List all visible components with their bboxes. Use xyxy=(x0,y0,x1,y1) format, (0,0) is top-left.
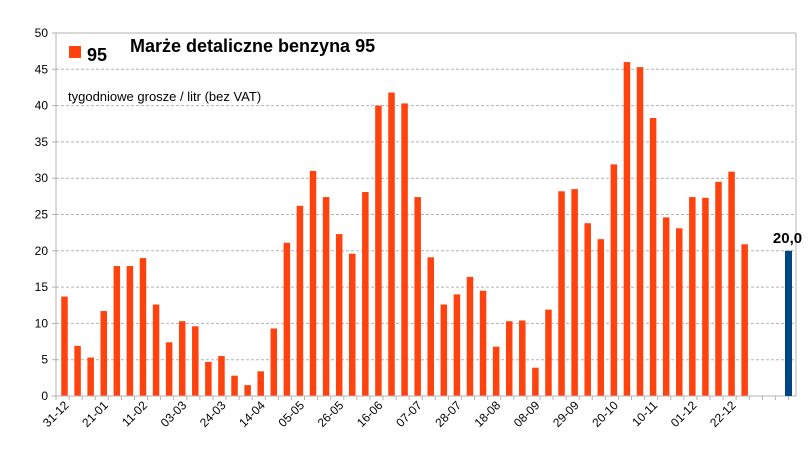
bars xyxy=(61,62,748,397)
x-tick-label: 29-09 xyxy=(550,398,582,430)
y-tick-label: 5 xyxy=(41,353,48,367)
bar xyxy=(597,239,605,396)
y-tick-labels: 0 5 10 15 20 25 30 35 40 45 50 xyxy=(35,26,49,403)
bar xyxy=(440,304,448,396)
x-tick-label: 20-10 xyxy=(589,398,621,430)
bar xyxy=(571,189,578,396)
chart-title: Marże detaliczne benzyna 95 xyxy=(130,36,375,56)
bar xyxy=(74,345,81,396)
bar xyxy=(689,197,696,396)
bar xyxy=(649,117,657,396)
bar xyxy=(728,171,735,396)
bar xyxy=(388,92,395,397)
y-tick-label: 20 xyxy=(35,244,49,258)
bar xyxy=(741,244,748,396)
bar xyxy=(453,294,461,396)
grid-lines xyxy=(56,32,796,361)
chart-subtitle: tygodniowe grosze / litr (bez VAT) xyxy=(68,89,261,104)
legend: 95 xyxy=(69,45,107,65)
x-tick-label: 03-03 xyxy=(158,398,190,430)
x-tick-label: 28-07 xyxy=(432,398,464,430)
x-tick-label: 08-09 xyxy=(511,398,543,430)
bar xyxy=(349,253,356,396)
bar xyxy=(257,371,264,396)
bar xyxy=(623,62,631,396)
y-tick-label: 40 xyxy=(35,99,49,113)
x-tick-label: 01-12 xyxy=(668,398,700,430)
y-tick-label: 25 xyxy=(35,208,49,222)
bar xyxy=(662,217,670,396)
bar xyxy=(205,361,212,396)
bar xyxy=(636,67,644,396)
bar xyxy=(126,266,134,396)
bar xyxy=(296,205,304,396)
bar xyxy=(401,103,408,396)
bar xyxy=(414,197,421,396)
y-tick-label: 50 xyxy=(35,26,49,40)
bar xyxy=(492,346,500,396)
bar xyxy=(545,309,552,396)
y-tick-label: 10 xyxy=(35,316,49,330)
x-tick-label: 18-08 xyxy=(472,398,504,430)
x-tick-labels: 31-12 21-01 11-02 03-03 24-03 14-04 05-05 26-05… xyxy=(40,398,739,430)
legend-swatch xyxy=(69,46,81,58)
bar xyxy=(113,266,121,396)
highlight-bar xyxy=(785,250,792,396)
bar xyxy=(375,105,382,396)
x-tick-label: 24-03 xyxy=(197,398,229,430)
x-tick-label: 07-07 xyxy=(393,398,425,430)
x-tick-label: 11-02 xyxy=(119,398,150,429)
highlight-value-label: 20,0 xyxy=(773,230,802,247)
bar xyxy=(322,197,330,396)
x-tick-label: 10-11 xyxy=(629,398,660,429)
bar xyxy=(61,296,68,396)
bar xyxy=(100,311,107,396)
bar xyxy=(218,356,225,396)
x-tick-label: 16-06 xyxy=(354,398,386,430)
x-tick-label: 26-05 xyxy=(315,398,347,430)
bar xyxy=(362,191,369,396)
bar xyxy=(519,320,526,396)
bar xyxy=(479,290,487,396)
highlight-bar-group: 20,0 xyxy=(773,230,802,396)
bar xyxy=(584,223,591,396)
bar xyxy=(152,304,160,396)
legend-label: 95 xyxy=(87,45,107,65)
bar xyxy=(702,197,709,396)
bar xyxy=(466,276,474,396)
y-tick-label: 15 xyxy=(35,280,49,294)
bar xyxy=(715,181,722,396)
y-tick-label: 0 xyxy=(41,389,48,403)
bar xyxy=(165,342,173,396)
bar xyxy=(283,242,291,396)
bar xyxy=(610,164,618,396)
y-tick-label: 35 xyxy=(35,135,49,149)
bar xyxy=(87,357,94,396)
bar xyxy=(270,328,278,396)
bar xyxy=(558,191,565,396)
y-tick-label: 45 xyxy=(35,62,49,76)
bar xyxy=(244,385,251,396)
axes xyxy=(52,32,797,400)
x-tick-label: 22-12 xyxy=(707,398,739,430)
bar xyxy=(505,321,513,396)
bar xyxy=(676,228,683,396)
bar xyxy=(231,375,238,396)
bar xyxy=(139,258,147,396)
bar xyxy=(335,234,343,396)
bar xyxy=(532,367,539,396)
bar xyxy=(178,321,186,396)
x-tick-label: 05-05 xyxy=(275,398,307,430)
bar xyxy=(309,170,317,396)
x-tick-label: 21-01 xyxy=(79,398,111,430)
y-tick-label: 30 xyxy=(35,171,49,185)
x-tick-label: 14-04 xyxy=(236,398,268,430)
bar xyxy=(192,326,199,396)
bar xyxy=(427,257,434,396)
